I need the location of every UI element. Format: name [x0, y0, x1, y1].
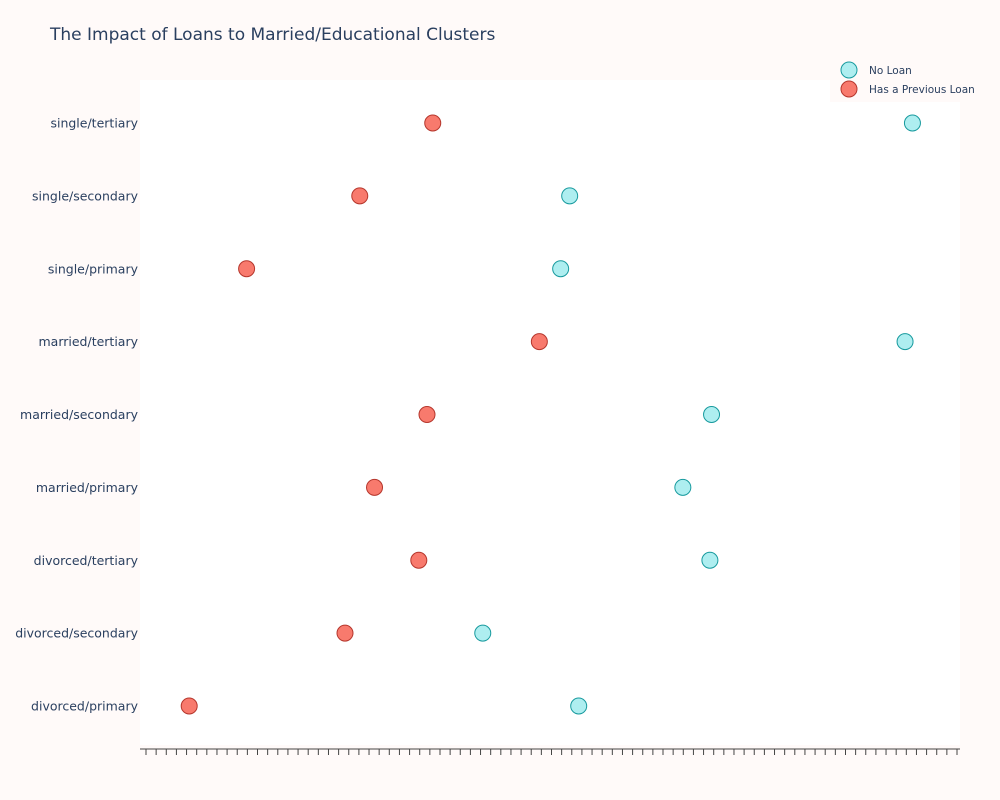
- no-loan-point-single-secondary[interactable]: [561, 187, 579, 205]
- previous-loan-point-single-primary[interactable]: [238, 260, 256, 278]
- y-tick-label-married-primary: married/primary: [36, 480, 139, 495]
- no-loan-point-divorced-secondary[interactable]: [474, 624, 492, 642]
- no-loan-point-single-tertiary[interactable]: [903, 114, 921, 132]
- y-tick-label-divorced-secondary: divorced/secondary: [15, 626, 138, 641]
- no-loan-point-married-secondary[interactable]: [703, 406, 721, 423]
- no-loan-point-single-primary[interactable]: [552, 260, 570, 278]
- legend-marker-previous-loan[interactable]: [840, 80, 858, 98]
- x-axis: [140, 748, 960, 755]
- previous-loan-point-married-tertiary[interactable]: [530, 333, 548, 351]
- y-tick-label-divorced-primary: divorced/primary: [31, 699, 139, 714]
- y-axis: divorced/primary divorced/secondary divorc…: [15, 116, 138, 714]
- y-tick-label-married-tertiary: married/tertiary: [38, 334, 138, 349]
- y-tick-label-single-primary: single/primary: [48, 261, 139, 276]
- no-loan-point-married-tertiary[interactable]: [896, 333, 914, 351]
- previous-loan-point-single-tertiary[interactable]: [424, 114, 442, 132]
- y-tick-label-single-tertiary: single/tertiary: [50, 116, 138, 131]
- chart-title: The Impact of Loans to Married/Education…: [49, 25, 495, 45]
- legend-label-no-loan[interactable]: No Loan: [869, 65, 912, 77]
- legend-marker-no-loan[interactable]: [840, 61, 858, 79]
- y-tick-label-single-secondary: single/secondary: [32, 188, 139, 203]
- previous-loan-point-divorced-secondary[interactable]: [336, 624, 354, 642]
- plot-area: [140, 80, 960, 745]
- data-points: [180, 114, 921, 715]
- y-tick-label-divorced-tertiary: divorced/tertiary: [34, 553, 139, 568]
- no-loan-point-divorced-tertiary[interactable]: [701, 551, 719, 569]
- previous-loan-point-divorced-primary[interactable]: [180, 697, 198, 715]
- no-loan-point-married-primary[interactable]: [674, 478, 692, 496]
- legend-label-previous-loan[interactable]: Has a Previous Loan: [869, 84, 975, 96]
- y-tick-label-married-secondary: married/secondary: [20, 407, 139, 422]
- no-loan-point-divorced-primary[interactable]: [570, 697, 588, 715]
- legend[interactable]: No Loan Has a Previous Loan: [840, 61, 975, 98]
- previous-loan-point-divorced-tertiary[interactable]: [410, 551, 428, 569]
- previous-loan-point-married-primary[interactable]: [366, 478, 384, 496]
- previous-loan-point-single-secondary[interactable]: [351, 187, 369, 205]
- previous-loan-point-married-secondary[interactable]: [418, 406, 436, 423]
